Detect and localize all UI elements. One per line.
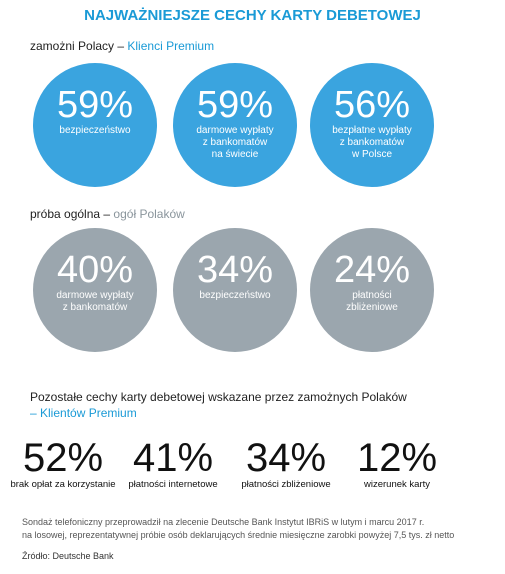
caption-line: na świecie (211, 149, 259, 160)
source: Źródło: Deutsche Bank (22, 551, 114, 561)
caption-line: bezpłatne wypłaty (332, 125, 412, 136)
caption-line: płatności (352, 290, 392, 301)
circle: 34% bezpieczeństwo (173, 228, 297, 352)
section-highlight: – Klientów Premium (30, 406, 137, 420)
stat-label: brak opłat za korzystanie (10, 479, 116, 490)
label: zamożni Polacy – (30, 39, 125, 53)
percent: 34% (196, 249, 274, 291)
percent: 12% (356, 436, 438, 480)
caption-line: bezpieczeństwo (59, 125, 131, 136)
highlight: ogół Polaków (113, 207, 185, 221)
caption-line: w Polsce (351, 149, 392, 160)
percent: 40% (56, 249, 134, 291)
stat: 52% brak opłat za korzystanie (8, 437, 118, 490)
percent: 56% (333, 84, 411, 126)
caption-line: z bankomatów (202, 137, 268, 148)
stat-label: wizerunek karty (364, 479, 430, 490)
stat: 12% wizerunek karty (342, 437, 452, 490)
percent: 52% (22, 436, 104, 480)
stat-label: płatności internetowe (128, 479, 218, 490)
note-line: na losowej, reprezentatywnej próbie osób… (22, 530, 455, 540)
note-line: Sondaż telefoniczny przeprowadził na zle… (22, 517, 425, 527)
circle: 59% darmowe wypłaty z bankomatów na świecie (173, 63, 297, 187)
highlight: Klienci Premium (127, 39, 215, 53)
circle: 40% darmowe wypłaty z bankomatów (33, 228, 157, 352)
caption-line: z bankomatów (339, 137, 405, 148)
stat: 41% płatności internetowe (118, 437, 228, 490)
section-label: próba ogólna – ogół Polaków (30, 207, 185, 221)
section-label: zamożni Polacy – Klienci Premium (30, 39, 214, 53)
percent: 41% (132, 436, 214, 480)
label: próba ogólna – (30, 207, 111, 221)
caption-line: z bankomatów (62, 302, 128, 313)
circle: 59% bezpieczeństwo (33, 63, 157, 187)
percent: 59% (196, 84, 274, 126)
caption-line: darmowe wypłaty (56, 290, 134, 301)
circle: 56% bezpłatne wypłaty z bankomatów w Polsce (310, 63, 434, 187)
caption-line: zbliżeniowe (346, 302, 398, 313)
title: NAJWAŻNIEJSZE CECHY KARTY DEBETOWEJ (84, 7, 421, 24)
caption-line: darmowe wypłaty (196, 125, 274, 136)
percent: 59% (56, 84, 134, 126)
stat-label: płatności zbliżeniowe (241, 479, 331, 490)
caption-line: bezpieczeństwo (199, 290, 271, 301)
section-heading: Pozostałe cechy karty debetowej wskazane… (30, 390, 407, 404)
stat: 34% płatności zbliżeniowe (231, 437, 341, 490)
percent: 24% (333, 249, 411, 291)
circle: 24% płatności zbliżeniowe (310, 228, 434, 352)
percent: 34% (245, 436, 327, 480)
